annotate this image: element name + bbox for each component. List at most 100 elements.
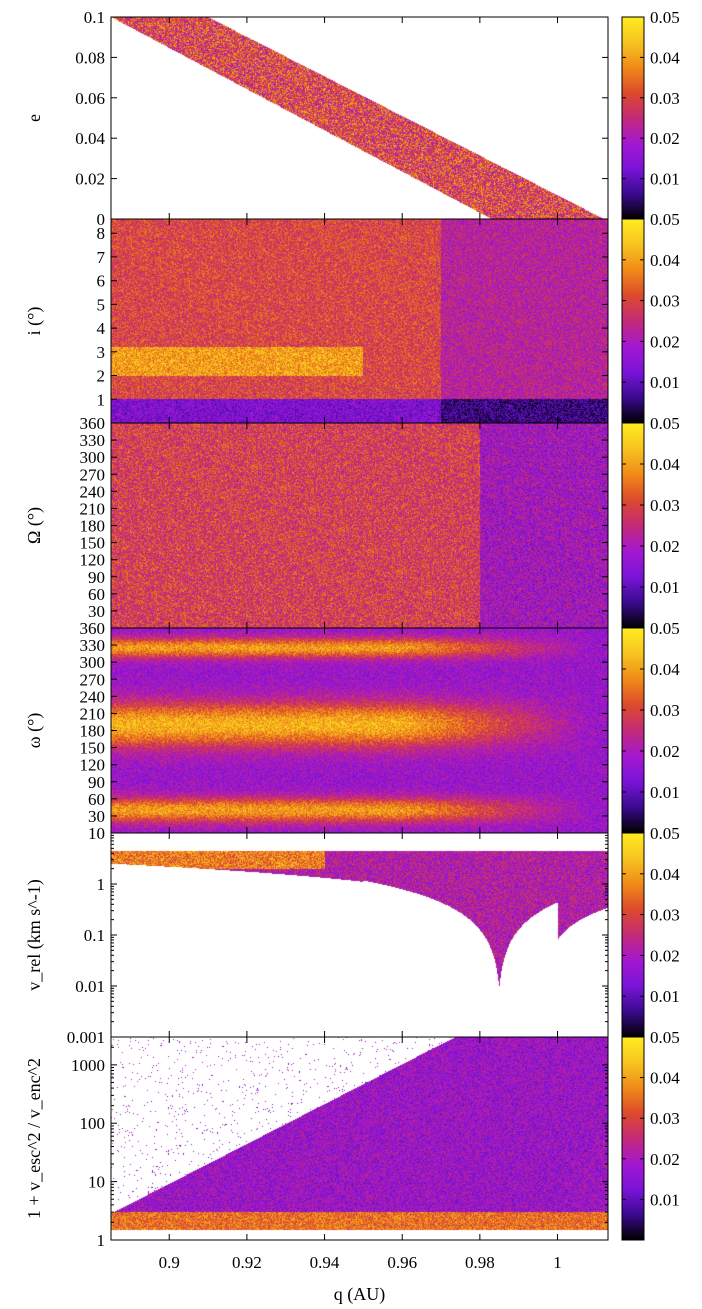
- y-tick-label-omega: 120: [80, 756, 106, 775]
- panels: 00.020.040.060.080.1e0.010.020.030.040.0…: [24, 8, 680, 1250]
- colorbar-tick-label-vrel: 0.02: [650, 946, 680, 965]
- y-tick-label-i: 6: [97, 272, 106, 291]
- y-axis-title-vesc: 1 + v_esc^2 / v_enc^2: [24, 1058, 44, 1219]
- y-tick-label-Omega: 360: [80, 414, 106, 433]
- x-tick-label: 0.9: [159, 1253, 180, 1272]
- y-tick-label-omega: 180: [80, 722, 106, 741]
- point-cloud-omega: [111, 628, 608, 833]
- y-tick-label-omega: 30: [88, 807, 105, 826]
- x-tick-label: 0.92: [232, 1253, 262, 1272]
- y-axis-title-vrel: v_rel (km s^-1): [24, 879, 45, 990]
- y-tick-label-omega: 360: [80, 619, 106, 638]
- colorbar-tick-label-i: 0.03: [650, 292, 680, 311]
- x-tick-label: 0.96: [387, 1253, 417, 1272]
- y-tick-label-Omega: 120: [80, 551, 106, 570]
- point-cloud-vrel: [111, 833, 608, 1037]
- colorbar-tick-label-vrel: 0.04: [650, 865, 680, 884]
- plot-frame-vesc: [110, 1036, 609, 1241]
- colorbar-tick-label-vrel: 0.03: [650, 906, 680, 925]
- y-tick-label-vrel: 0.1: [84, 926, 105, 945]
- y-tick-label-Omega: 90: [88, 568, 105, 587]
- y-tick-label-omega: 150: [80, 739, 106, 758]
- y-tick-label-Omega: 60: [88, 585, 105, 604]
- point-cloud-e: [111, 17, 608, 219]
- colorbar-tick-label-vesc: 0.01: [650, 1190, 680, 1209]
- y-tick-label-Omega: 180: [80, 517, 106, 536]
- colorbar-tick-label-e: 0.05: [650, 8, 680, 27]
- y-tick-label-i: 3: [97, 343, 106, 362]
- y-tick-label-vrel: 1: [97, 875, 106, 894]
- colorbar-tick-label-omega: 0.01: [650, 783, 680, 802]
- colorbar-e: [621, 16, 645, 220]
- y-tick-label-omega: 300: [80, 653, 106, 672]
- y-tick-label-omega: 330: [80, 636, 106, 655]
- colorbar-tick-label-vesc: 0.05: [650, 1028, 680, 1047]
- colorbar-tick-label-i: 0.04: [650, 251, 680, 270]
- point-cloud-i: [111, 219, 608, 423]
- colorbar-tick-label-vrel: 0.01: [650, 987, 680, 1006]
- y-tick-label-omega: 240: [80, 687, 106, 706]
- x-tick-label: 1: [553, 1253, 562, 1272]
- y-tick-label-vesc: 1000: [71, 1056, 105, 1075]
- colorbar-tick-label-Omega: 0.04: [650, 455, 680, 474]
- y-tick-label-i: 4: [97, 319, 106, 338]
- colorbar-tick-label-vrel: 0.05: [650, 824, 680, 843]
- y-tick-label-e: 0.1: [84, 8, 105, 27]
- point-cloud-vesc: [111, 1037, 608, 1240]
- colorbar-tick-label-Omega: 0.05: [650, 414, 680, 433]
- colorbar-i: [621, 218, 645, 424]
- y-tick-label-omega: 210: [80, 704, 106, 723]
- colorbar-tick-label-vesc: 0.04: [650, 1069, 680, 1088]
- colorbar-tick-label-e: 0.02: [650, 129, 680, 148]
- colorbar-vrel: [621, 832, 645, 1038]
- x-axis: 0.9 0.92 0.94 0.96 0.98 1 q (AU): [159, 17, 562, 1305]
- panel-i: 1 2 3 4 5 6 7 8 i (°) 0.01 0.02 0.03 0.04 0.05: [24, 210, 680, 424]
- y-tick-label-omega: 60: [88, 790, 105, 809]
- y-tick-label-vrel: 0.001: [67, 1028, 105, 1047]
- panel-vrel: 0.001 0.01 0.1 1 10 v_rel (km s^-1) 0.01 0.02 0.…: [24, 824, 680, 1047]
- y-tick-label-vesc: 10: [88, 1173, 105, 1192]
- colorbar-tick-label-omega: 0.05: [650, 619, 680, 638]
- y-axis-title-i: i (°): [24, 307, 45, 336]
- x-tick-label: 0.94: [310, 1253, 340, 1272]
- y-tick-label-omega: 90: [88, 773, 105, 792]
- y-tick-label-i: 5: [97, 295, 106, 314]
- y-tick-label-e: 0.06: [75, 89, 105, 108]
- colorbar-tick-label-i: 0.01: [650, 373, 680, 392]
- colorbar-omega: [621, 627, 645, 834]
- panel-vesc: 1 10 100 1000 1 + v_esc^2 / v_enc^2 0.01 0.02 0…: [24, 1028, 680, 1250]
- y-tick-label-e: 0: [97, 210, 106, 229]
- colorbar-tick-label-Omega: 0.03: [650, 496, 680, 515]
- colorbar-tick-label-Omega: 0.01: [650, 578, 680, 597]
- y-tick-label-Omega: 270: [80, 465, 106, 484]
- x-tick-label: 0.98: [465, 1253, 495, 1272]
- colorbar-tick-label-omega: 0.04: [650, 660, 680, 679]
- y-axis-title-omega: ω (°): [24, 713, 45, 749]
- y-tick-label-Omega: 300: [80, 448, 106, 467]
- y-tick-label-Omega: 150: [80, 534, 106, 553]
- colorbar-vesc: [621, 1036, 645, 1241]
- y-tick-label-e: 0.02: [75, 170, 105, 189]
- y-tick-label-omega: 270: [80, 670, 106, 689]
- colorbar-tick-label-vesc: 0.03: [650, 1109, 680, 1128]
- y-tick-label-vrel: 0.01: [75, 977, 105, 996]
- point-cloud-Omega: [111, 423, 608, 628]
- colorbar-tick-label-omega: 0.03: [650, 701, 680, 720]
- colorbar-tick-label-e: 0.04: [650, 48, 680, 67]
- colorbar-tick-label-e: 0.01: [650, 170, 680, 189]
- colorbar-tick-label-vesc: 0.02: [650, 1150, 680, 1169]
- y-tick-label-e: 0.08: [75, 48, 105, 67]
- colorbar-tick-label-i: 0.02: [650, 332, 680, 351]
- y-axis-title-Omega: Ω (°): [24, 507, 45, 544]
- y-tick-label-vesc: 100: [80, 1114, 106, 1133]
- y-tick-label-e: 0.04: [75, 129, 105, 148]
- y-tick-label-i: 2: [97, 367, 106, 386]
- y-tick-label-i: 1: [97, 390, 106, 409]
- y-tick-label-vrel: 10: [88, 824, 105, 843]
- colorbar-tick-label-Omega: 0.02: [650, 537, 680, 556]
- y-tick-label-Omega: 30: [88, 602, 105, 621]
- y-axis-title-e: e: [24, 114, 44, 122]
